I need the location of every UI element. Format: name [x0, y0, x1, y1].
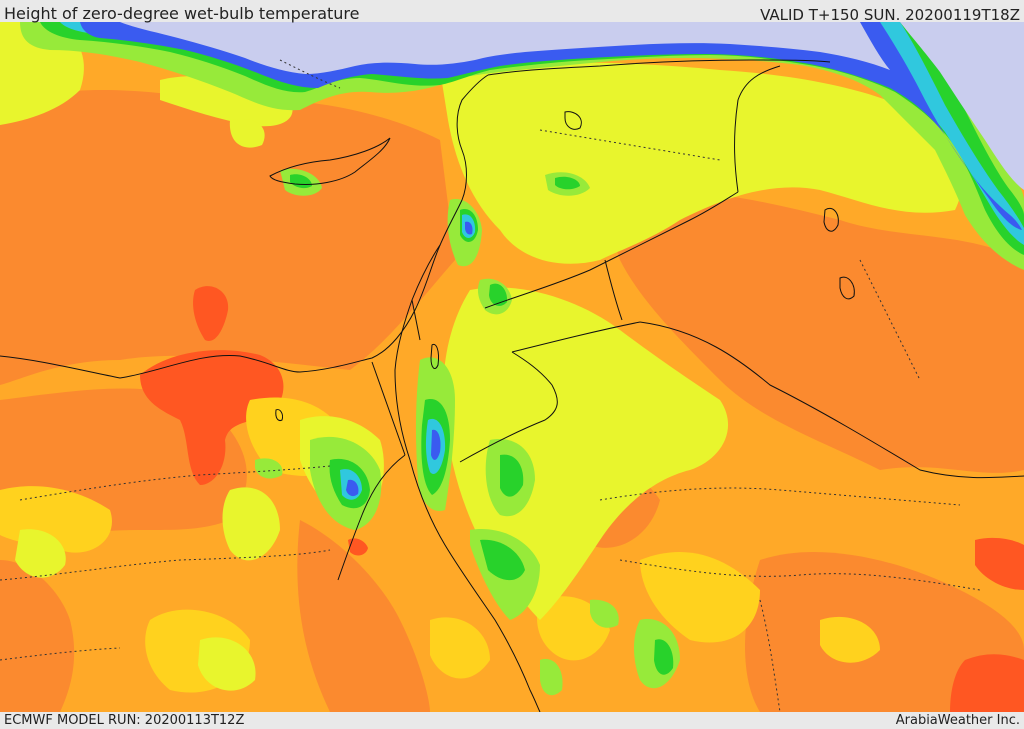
credit-label: ArabiaWeather Inc.: [895, 713, 1020, 728]
map-title: Height of zero-degree wet-bulb temperatu…: [4, 4, 360, 23]
footer-bar: ECMWF MODEL RUN: 20200113T12Z ArabiaWeat…: [0, 712, 1024, 729]
header-bar: Height of zero-degree wet-bulb temperatu…: [0, 0, 1024, 24]
field-pale-lavender: [120, 22, 1024, 190]
valid-time-label: VALID T+150 SUN. 20200119T18Z: [760, 6, 1020, 24]
model-run-label: ECMWF MODEL RUN: 20200113T12Z: [4, 713, 245, 728]
water-outlines: [275, 111, 855, 421]
field-red-orange: [140, 286, 1024, 712]
internal-boundaries: [0, 59, 981, 712]
country-boundaries: [0, 59, 1024, 712]
weather-map[interactable]: [0, 22, 1024, 712]
field-yellow-green: [0, 22, 962, 691]
field-blue: [80, 22, 1022, 497]
map-canvas: [0, 22, 1024, 712]
